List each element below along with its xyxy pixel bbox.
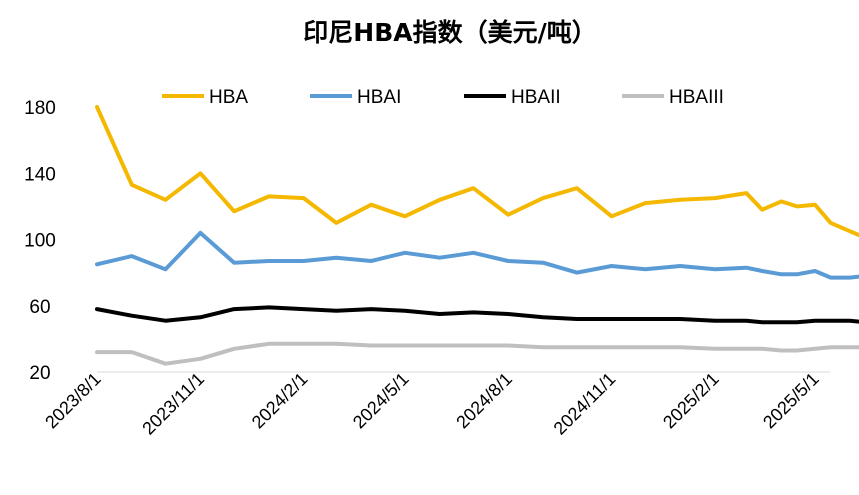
legend: HBA HBAI HBAII HBAIII <box>162 87 724 108</box>
y-tick-label: 140 <box>24 164 56 185</box>
series-line-hbaii <box>95 305 859 325</box>
plot-area <box>95 105 859 366</box>
x-axis: 2023/8/1 2023/11/1 2024/2/1 2024/5/1 2024/8/… <box>41 369 830 439</box>
x-tick-label: 2024/8/1 <box>452 369 516 433</box>
y-tick-label: 60 <box>29 297 50 318</box>
legend-label: HBAI <box>357 87 401 108</box>
legend-label: HBA <box>209 87 248 108</box>
x-tick-label: 2024/11/1 <box>550 369 620 439</box>
x-tick-label: 2023/8/1 <box>41 369 105 433</box>
chart-title: 印尼HBA指数（美元/吨） <box>303 18 596 47</box>
x-tick-label: 2025/2/1 <box>659 369 723 433</box>
series-line-hbai <box>95 230 859 280</box>
series-line-hbaiii <box>95 341 859 366</box>
x-tick-label: 2024/2/1 <box>248 369 312 433</box>
x-tick-label: 2025/5/1 <box>759 369 823 433</box>
y-tick-label: 180 <box>24 98 56 119</box>
x-tick-label: 2024/5/1 <box>349 369 413 433</box>
y-tick-label: 20 <box>29 363 50 384</box>
series-line-hba <box>95 105 859 238</box>
y-tick-label: 100 <box>24 231 56 252</box>
x-tick-label: 2023/11/1 <box>138 369 208 439</box>
legend-label: HBAIII <box>669 87 724 108</box>
legend-label: HBAII <box>511 87 561 108</box>
y-axis: 20 60 100 140 180 <box>24 98 56 384</box>
